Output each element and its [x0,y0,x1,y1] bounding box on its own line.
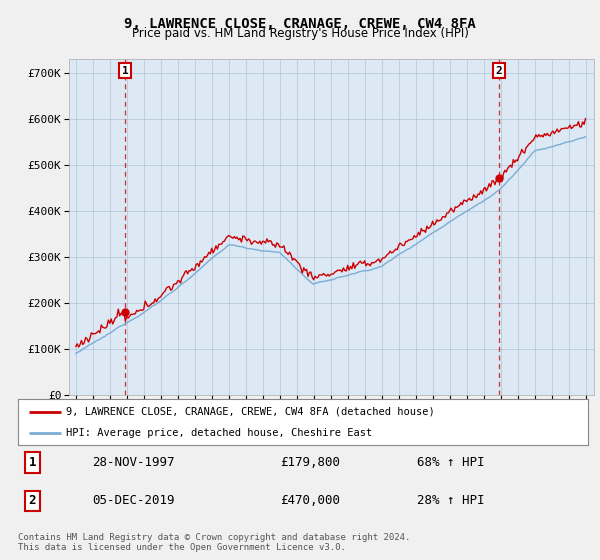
Text: 1: 1 [29,456,36,469]
Text: 2: 2 [29,494,36,507]
Text: 28-NOV-1997: 28-NOV-1997 [92,456,175,469]
Text: Contains HM Land Registry data © Crown copyright and database right 2024.: Contains HM Land Registry data © Crown c… [18,533,410,542]
Text: HPI: Average price, detached house, Cheshire East: HPI: Average price, detached house, Ches… [67,428,373,438]
Text: 28% ↑ HPI: 28% ↑ HPI [417,494,485,507]
Text: 68% ↑ HPI: 68% ↑ HPI [417,456,485,469]
Text: This data is licensed under the Open Government Licence v3.0.: This data is licensed under the Open Gov… [18,543,346,552]
Text: Price paid vs. HM Land Registry's House Price Index (HPI): Price paid vs. HM Land Registry's House … [131,27,469,40]
Text: 2: 2 [496,66,503,76]
Text: 05-DEC-2019: 05-DEC-2019 [92,494,175,507]
Text: 1: 1 [122,66,128,76]
Text: £470,000: £470,000 [280,494,340,507]
Text: 9, LAWRENCE CLOSE, CRANAGE, CREWE, CW4 8FA (detached house): 9, LAWRENCE CLOSE, CRANAGE, CREWE, CW4 8… [67,407,435,417]
Text: £179,800: £179,800 [280,456,340,469]
Text: 9, LAWRENCE CLOSE, CRANAGE, CREWE, CW4 8FA: 9, LAWRENCE CLOSE, CRANAGE, CREWE, CW4 8… [124,16,476,30]
